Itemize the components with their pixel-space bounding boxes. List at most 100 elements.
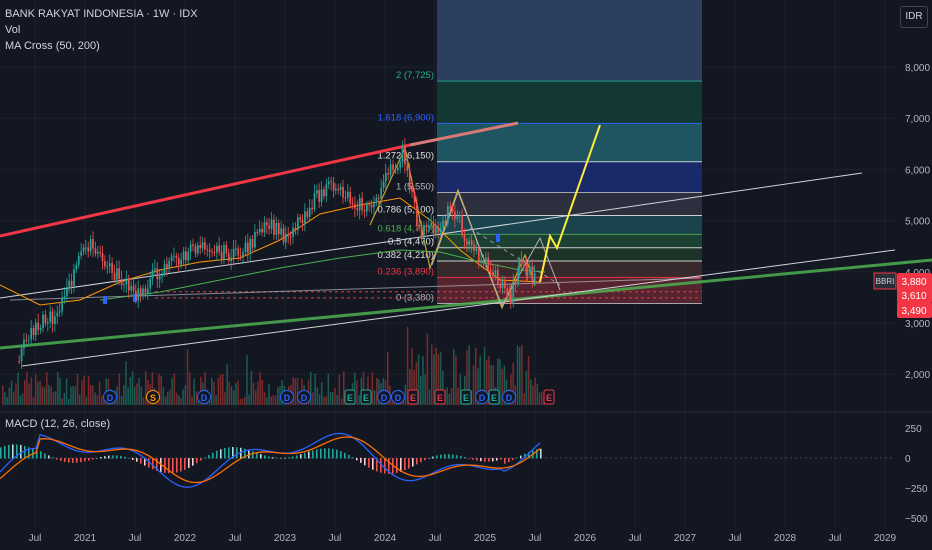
volume-bar [343, 371, 345, 405]
time-axis-tick: 2029 [874, 533, 897, 544]
candle [432, 222, 435, 234]
volume-bar [336, 395, 338, 405]
candle [358, 197, 361, 211]
candle [418, 225, 421, 227]
volume-legend[interactable]: Vol [5, 24, 21, 36]
candle [501, 281, 504, 289]
candle [463, 234, 466, 242]
volume-bar [211, 378, 213, 405]
fib-zone [437, 215, 702, 235]
macd-histogram-bar [236, 447, 238, 459]
macd-histogram-bar [512, 458, 514, 461]
volume-bar [222, 374, 224, 405]
macd-histogram-bar [332, 448, 334, 459]
volume-bar [472, 365, 475, 405]
volume-bar [160, 375, 162, 405]
volume-bar [250, 371, 253, 405]
candle [316, 190, 318, 194]
candle [149, 278, 152, 289]
lower-trend-line [21, 249, 896, 367]
candle [156, 268, 159, 280]
macd-histogram-bar [388, 458, 390, 474]
candle [430, 222, 433, 227]
candle [87, 247, 90, 252]
time-axis-tick: Jul [429, 533, 442, 544]
candle [49, 311, 52, 323]
candle [442, 220, 444, 229]
price-badge [897, 273, 932, 289]
volume-bar [54, 391, 57, 405]
macd-histogram-bar [220, 449, 222, 459]
chart-grid [0, 0, 932, 528]
candle [526, 271, 529, 276]
volume-bar [116, 386, 118, 405]
volume-bar [437, 353, 440, 405]
candle [520, 260, 523, 266]
macd-histogram-bar [92, 458, 94, 460]
macd-histogram-bar [496, 458, 498, 461]
volume-bar [362, 371, 365, 405]
volume-bar [158, 373, 160, 405]
candle [344, 197, 347, 199]
macd-histogram-bar [364, 458, 366, 466]
volume-bar [239, 398, 242, 405]
macd-histogram-bar [536, 449, 538, 459]
event-marker-label: E [347, 393, 353, 403]
macd-histogram-bar [244, 448, 246, 459]
candle [408, 170, 411, 189]
volume-bar [237, 380, 239, 405]
volume-bar [492, 365, 495, 405]
chart-title[interactable]: BANK RAKYAT INDONESIA · 1W · IDX [5, 8, 198, 20]
macd-histogram-bar [356, 458, 358, 461]
volume-bar [525, 370, 528, 405]
volume-bar [180, 398, 182, 405]
macd-histogram-bar [72, 458, 74, 463]
volume-bar [252, 383, 255, 405]
event-marker-label: D [381, 393, 388, 403]
currency-button[interactable]: IDR [900, 6, 928, 28]
macd-histogram-bar [4, 445, 6, 459]
macd-histogram-bar [304, 452, 306, 459]
volume-bar [178, 395, 180, 405]
dashed-projection-line [469, 227, 561, 286]
volume-bar [257, 381, 259, 405]
macd-histogram-bar [508, 458, 510, 463]
candle [142, 288, 144, 296]
candle [473, 244, 475, 251]
macd-legend[interactable]: MACD (12, 26, close) [5, 418, 111, 430]
candle [525, 265, 528, 276]
volume-bar [417, 354, 420, 405]
volume-bar [41, 386, 44, 405]
macd-histogram-bar [336, 449, 338, 459]
candle [361, 197, 363, 210]
macd-histogram-bar [148, 458, 150, 468]
time-axis-tick: 2023 [274, 533, 297, 544]
volume-bar [37, 382, 39, 405]
volume-bar [4, 392, 6, 405]
macd-histogram-bar [472, 458, 474, 460]
candle [349, 191, 352, 203]
volume-bar [450, 388, 453, 405]
candle [492, 271, 494, 277]
ma-cross-legend[interactable]: MA Cross (50, 200) [5, 40, 100, 52]
candle [235, 248, 237, 250]
macd-histogram-bar [124, 456, 126, 459]
candle [32, 327, 35, 335]
macd-histogram-bar [176, 458, 178, 473]
candle [425, 225, 428, 228]
macd-histogram-bar [248, 449, 250, 459]
candle [182, 251, 185, 260]
candle [392, 164, 394, 170]
volume-bar [15, 383, 17, 405]
event-marker [146, 390, 160, 404]
macd-histogram-bar [432, 456, 434, 459]
candle [458, 215, 461, 217]
candle [189, 244, 192, 252]
macd-histogram-bar [384, 458, 386, 474]
trend-lines [0, 121, 932, 367]
event-marker-label: E [463, 393, 469, 403]
candle [518, 260, 521, 271]
volume-bar [191, 396, 193, 405]
candle [73, 269, 75, 287]
